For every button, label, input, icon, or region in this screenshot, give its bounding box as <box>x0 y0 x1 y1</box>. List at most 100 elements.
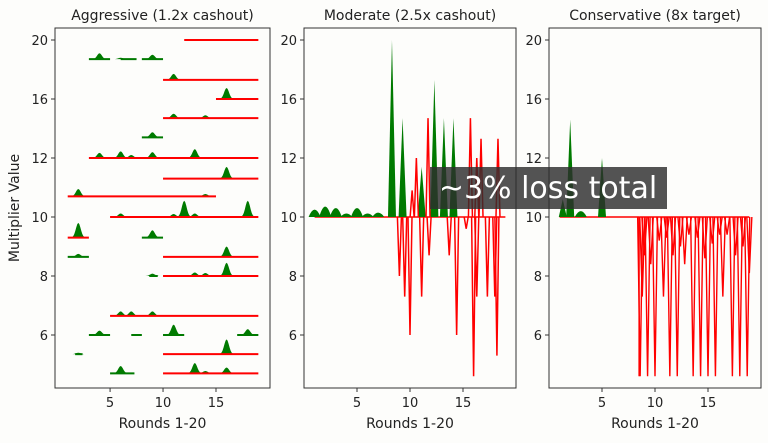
x-axis-label: Rounds 1-20 <box>366 416 454 432</box>
x-tick-label: 15 <box>208 396 225 411</box>
win-spike <box>329 208 342 217</box>
y-tick-label: 10 <box>280 211 297 226</box>
win-bump <box>143 54 162 60</box>
loss-spike <box>719 216 727 297</box>
y-tick-label: 20 <box>31 34 48 49</box>
win-bump <box>69 188 88 197</box>
win-bump <box>122 155 141 158</box>
win-bump <box>175 200 194 217</box>
subplot-1: Aggressive (1.2x cashout) Rounds 1-20 Mult… <box>7 8 271 432</box>
win-bump <box>196 115 215 119</box>
win-bump <box>185 213 204 217</box>
win-bump <box>90 53 109 60</box>
win-spike <box>417 166 426 217</box>
loss-spike <box>736 216 743 377</box>
loss-spike <box>681 216 688 265</box>
x-tick-label: 10 <box>402 396 419 411</box>
win-spike <box>387 40 396 217</box>
win-spike <box>340 213 353 217</box>
win-bump <box>217 367 236 374</box>
loss-spike <box>674 216 681 377</box>
subplot-3: Conservative (8x target) Rounds 1-20 5 10 15… <box>525 8 762 432</box>
loss-spike <box>484 216 491 297</box>
loss-spike <box>716 216 723 235</box>
loss-spike <box>746 216 753 274</box>
x-tick-label: 10 <box>647 396 664 411</box>
loss-spike <box>704 216 712 377</box>
x-tick-label: 5 <box>598 396 606 411</box>
win-bump <box>238 200 257 217</box>
y-tick-label: 10 <box>525 211 542 226</box>
win-bump <box>111 213 130 217</box>
x-tick-label: 5 <box>106 396 114 411</box>
y-tick-label: 12 <box>280 152 297 167</box>
subplot-title: Aggressive (1.2x cashout) <box>71 8 254 24</box>
y-tick-label: 12 <box>31 152 48 167</box>
overlay-text: ~3% loss total <box>439 171 657 206</box>
win-bump <box>196 370 215 374</box>
win-bump <box>164 73 183 80</box>
loss-spike <box>407 216 413 336</box>
y-tick-label: 8 <box>40 270 48 285</box>
x-axis-label: Rounds 1-20 <box>119 416 207 432</box>
win-bump <box>217 166 236 179</box>
win-bump <box>143 132 162 138</box>
win-bump <box>196 193 215 197</box>
win-bump <box>122 311 141 316</box>
loss-spike <box>651 216 659 377</box>
loss-spike <box>729 216 736 377</box>
loss-spike <box>426 216 432 256</box>
win-spike <box>398 118 407 217</box>
win-bump <box>111 151 130 158</box>
win-bump <box>217 262 236 276</box>
overlay-box <box>430 167 667 209</box>
y-tick-label: 16 <box>31 93 48 108</box>
win-spike <box>351 208 363 217</box>
win-bump <box>164 214 183 217</box>
loss-spike <box>492 216 498 297</box>
loss-spike <box>641 216 648 256</box>
subplot-2: Moderate (2.5x cashout) Rounds 1-20 5 10 15 2… <box>280 8 517 432</box>
x-tick-label: 15 <box>455 396 472 411</box>
y-tick-label: 16 <box>525 93 542 108</box>
x-tick-label: 10 <box>155 396 172 411</box>
win-bump <box>196 273 215 276</box>
win-bump <box>69 222 88 238</box>
win-spike <box>308 209 321 217</box>
x-tick-label: 5 <box>353 396 361 411</box>
loss-spike <box>396 216 403 277</box>
y-tick-label: 8 <box>534 270 542 285</box>
win-bump <box>185 272 204 276</box>
y-tick-label: 10 <box>31 211 48 226</box>
loss-spike <box>712 216 719 377</box>
win-bump <box>217 87 236 99</box>
y-tick-label: 6 <box>534 329 542 344</box>
loss-spike <box>723 216 731 235</box>
win-spike <box>319 206 332 217</box>
y-tick-label: 20 <box>525 34 542 49</box>
loss-spike <box>453 216 460 336</box>
win-bump <box>90 330 109 335</box>
win-bump <box>69 352 88 355</box>
win-bump <box>164 113 183 119</box>
win-bump <box>185 149 204 158</box>
loss-spike <box>470 216 477 377</box>
loss-spike <box>694 216 701 238</box>
loss-spike <box>494 216 500 356</box>
loss-spike <box>409 190 415 218</box>
win-bump <box>143 311 162 316</box>
y-tick-label: 8 <box>289 270 297 285</box>
win-spike <box>574 211 587 217</box>
win-bump <box>111 311 130 316</box>
loss-spike <box>463 216 469 229</box>
loss-spike <box>666 216 674 377</box>
loss-spike <box>689 216 697 377</box>
x-tick-label: 15 <box>700 396 717 411</box>
win-bump <box>238 329 257 335</box>
loss-spike <box>697 216 704 377</box>
loss-spike <box>413 157 420 218</box>
x-axis-label: Rounds 1-20 <box>611 416 699 432</box>
subplot-title: Conservative (8x target) <box>569 8 741 24</box>
axes-frame <box>54 27 271 389</box>
